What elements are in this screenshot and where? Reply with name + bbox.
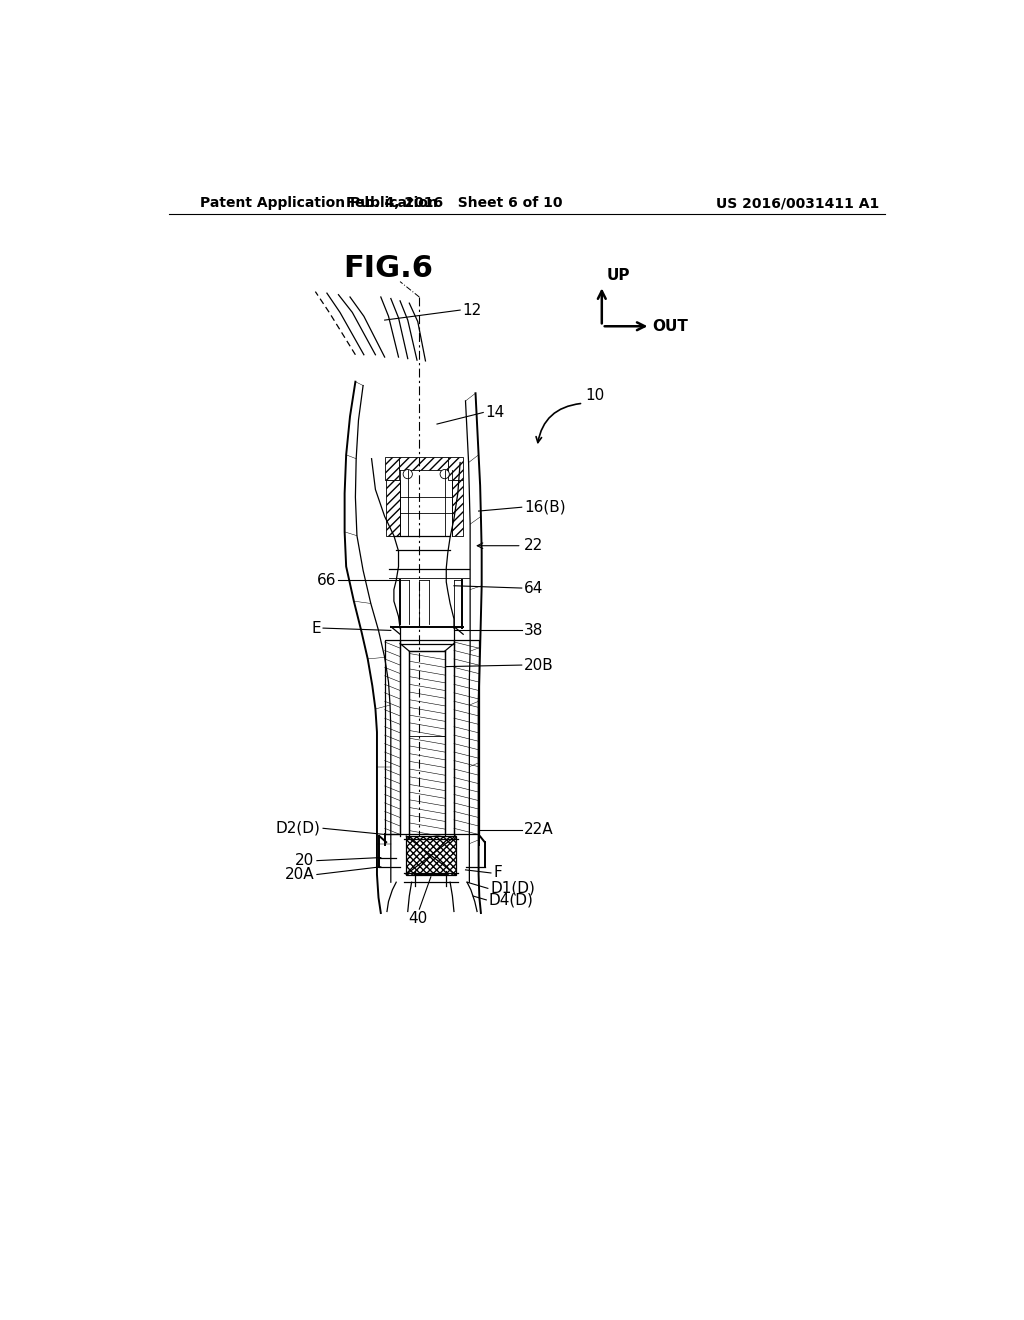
- Polygon shape: [447, 457, 463, 480]
- Text: 20B: 20B: [524, 657, 554, 673]
- Polygon shape: [385, 457, 398, 480]
- Text: 10: 10: [585, 388, 604, 403]
- Polygon shape: [454, 640, 478, 834]
- Circle shape: [403, 470, 413, 479]
- Text: 16(B): 16(B): [524, 500, 565, 515]
- Text: F: F: [494, 866, 502, 880]
- Text: 12: 12: [463, 302, 481, 318]
- Text: Patent Application Publication: Patent Application Publication: [200, 197, 437, 210]
- Circle shape: [440, 470, 450, 479]
- Polygon shape: [386, 480, 400, 536]
- Text: OUT: OUT: [652, 318, 688, 334]
- Polygon shape: [407, 836, 456, 874]
- Text: D4(D): D4(D): [488, 892, 534, 907]
- Polygon shape: [385, 640, 400, 834]
- Text: 20A: 20A: [285, 867, 314, 882]
- Text: 14: 14: [485, 405, 505, 420]
- Text: D2(D): D2(D): [275, 821, 321, 836]
- Text: 64: 64: [524, 581, 544, 595]
- Text: FIG.6: FIG.6: [343, 253, 433, 282]
- Text: 22: 22: [524, 539, 544, 553]
- Polygon shape: [398, 457, 447, 470]
- Text: E: E: [311, 620, 321, 636]
- Text: D1(D): D1(D): [490, 880, 535, 896]
- Text: UP: UP: [606, 268, 630, 284]
- Text: Feb. 4, 2016   Sheet 6 of 10: Feb. 4, 2016 Sheet 6 of 10: [346, 197, 562, 210]
- Text: 66: 66: [316, 573, 336, 587]
- Polygon shape: [453, 480, 463, 536]
- Polygon shape: [410, 651, 444, 834]
- Text: 40: 40: [409, 911, 427, 927]
- Text: 22A: 22A: [524, 822, 554, 837]
- Text: 38: 38: [524, 623, 544, 638]
- Text: US 2016/0031411 A1: US 2016/0031411 A1: [716, 197, 879, 210]
- Text: 20: 20: [295, 853, 314, 869]
